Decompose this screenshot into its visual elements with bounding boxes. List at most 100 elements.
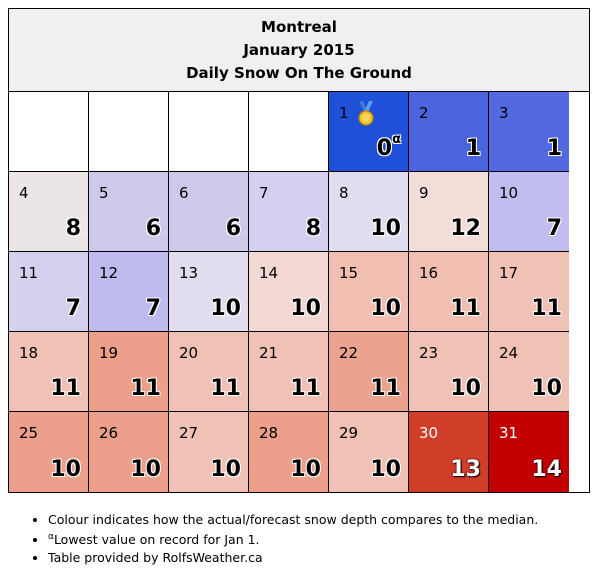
- month-title: January 2015: [243, 40, 355, 59]
- empty-cell: [89, 92, 169, 172]
- footnote-colour: Colour indicates how the actual/forecast…: [48, 512, 538, 527]
- snow-depth-value: 11: [450, 296, 481, 321]
- snow-depth-value: 11: [531, 296, 562, 321]
- day-number: 12: [99, 264, 119, 282]
- day-cell: 30 13: [409, 412, 489, 492]
- snow-depth-value: 1: [547, 136, 562, 161]
- snow-depth-value: 6: [226, 216, 241, 241]
- day-cell: 9 12: [409, 172, 489, 252]
- day-cell: 12 7: [89, 252, 169, 332]
- record-medal-icon: [358, 101, 374, 126]
- snow-depth-value: 10: [130, 457, 161, 482]
- day-number: 26: [99, 424, 119, 442]
- snow-depth-number: 10: [370, 216, 401, 241]
- day-cell: 19 11: [89, 332, 169, 412]
- snow-depth-value: 10: [210, 457, 241, 482]
- day-cell: 17 11: [489, 252, 569, 332]
- day-cell: 20 11: [169, 332, 249, 412]
- day-number: 29: [339, 424, 359, 442]
- day-cell: 22 11: [329, 332, 409, 412]
- snow-depth-number: 10: [210, 296, 241, 321]
- day-number: 5: [99, 184, 109, 202]
- snow-depth-number: 1: [546, 136, 562, 161]
- snow-depth-number: 7: [65, 296, 81, 321]
- day-cell: 31 14: [489, 412, 569, 492]
- snow-depth-number: 10: [450, 376, 481, 401]
- snow-depth-value: 13: [450, 457, 481, 482]
- snow-depth-value: 10: [210, 296, 241, 321]
- day-number: 4: [19, 184, 29, 202]
- snow-depth-value: 8: [66, 216, 81, 241]
- snow-depth-value: 11: [290, 376, 321, 401]
- day-number: 13: [179, 264, 199, 282]
- day-cell: 1 0α: [329, 92, 409, 172]
- snow-depth-value: 6: [146, 216, 161, 241]
- day-number: 2: [419, 104, 429, 122]
- day-cell: 14 10: [249, 252, 329, 332]
- snow-depth-value: 8: [306, 216, 321, 241]
- day-number: 18: [19, 344, 39, 362]
- snow-depth-number: 10: [290, 457, 321, 482]
- snow-depth-number: 6: [225, 216, 241, 241]
- footnote-record-symbol: α: [48, 532, 54, 542]
- snow-depth-number: 10: [290, 296, 321, 321]
- day-number: 28: [259, 424, 279, 442]
- day-cell: 24 10: [489, 332, 569, 412]
- footnote-record: αLowest value on record for Jan 1.: [48, 530, 538, 547]
- snow-depth-number: 10: [531, 376, 562, 401]
- day-cell: 26 10: [89, 412, 169, 492]
- snow-depth-value: 1: [466, 136, 481, 161]
- snow-depth-number: 10: [210, 457, 241, 482]
- day-number: 7: [259, 184, 269, 202]
- snow-depth-number: 12: [450, 216, 481, 241]
- snow-depth-value: 7: [146, 296, 161, 321]
- empty-cell: [249, 92, 329, 172]
- snow-depth-number: 6: [145, 216, 161, 241]
- snow-depth-number: 11: [50, 376, 81, 401]
- day-number: 9: [419, 184, 429, 202]
- snow-depth-number: 11: [290, 376, 321, 401]
- day-cell: 13 10: [169, 252, 249, 332]
- record-low-symbol: α: [392, 132, 401, 147]
- day-number: 19: [99, 344, 119, 362]
- calendar-grid: 1 0α 2 1 3 1 4 8 5 6 6 6 7 8 8 10 9 12 10 7 11 7 12 7 13 10 14 10 15…: [9, 92, 589, 492]
- footnotes: Colour indicates how the actual/forecast…: [30, 512, 538, 568]
- day-cell: 10 7: [489, 172, 569, 252]
- day-cell: 23 10: [409, 332, 489, 412]
- snow-depth-number: 7: [145, 296, 161, 321]
- city-title: Montreal: [261, 17, 337, 36]
- snow-depth-value: 10: [370, 296, 401, 321]
- empty-cell: [9, 92, 89, 172]
- snow-depth-value: 11: [130, 376, 161, 401]
- day-number: 30: [419, 424, 439, 442]
- day-number: 6: [179, 184, 189, 202]
- snow-depth-value: 10: [450, 376, 481, 401]
- footnote-record-text: Lowest value on record for Jan 1.: [53, 532, 260, 548]
- day-number: 21: [259, 344, 279, 362]
- snow-depth-value: 11: [210, 376, 241, 401]
- snow-depth-value: 11: [50, 376, 81, 401]
- day-cell: 16 11: [409, 252, 489, 332]
- snow-depth-value: 10: [370, 216, 401, 241]
- day-number: 23: [419, 344, 439, 362]
- snow-depth-number: 11: [531, 296, 562, 321]
- snow-depth-number: 8: [65, 216, 81, 241]
- day-number: 24: [499, 344, 519, 362]
- snow-depth-number: 10: [370, 296, 401, 321]
- empty-cell: [169, 92, 249, 172]
- day-cell: 18 11: [9, 332, 89, 412]
- snow-depth-number: 14: [531, 457, 562, 482]
- snow-depth-value: 7: [66, 296, 81, 321]
- snow-depth-value: 11: [370, 376, 401, 401]
- day-number: 1: [339, 104, 349, 122]
- day-number: 8: [339, 184, 349, 202]
- day-cell: 11 7: [9, 252, 89, 332]
- day-number: 25: [19, 424, 39, 442]
- day-number: 16: [419, 264, 439, 282]
- day-number: 31: [499, 424, 519, 442]
- snow-depth-number: 10: [130, 457, 161, 482]
- snow-depth-number: 7: [546, 216, 562, 241]
